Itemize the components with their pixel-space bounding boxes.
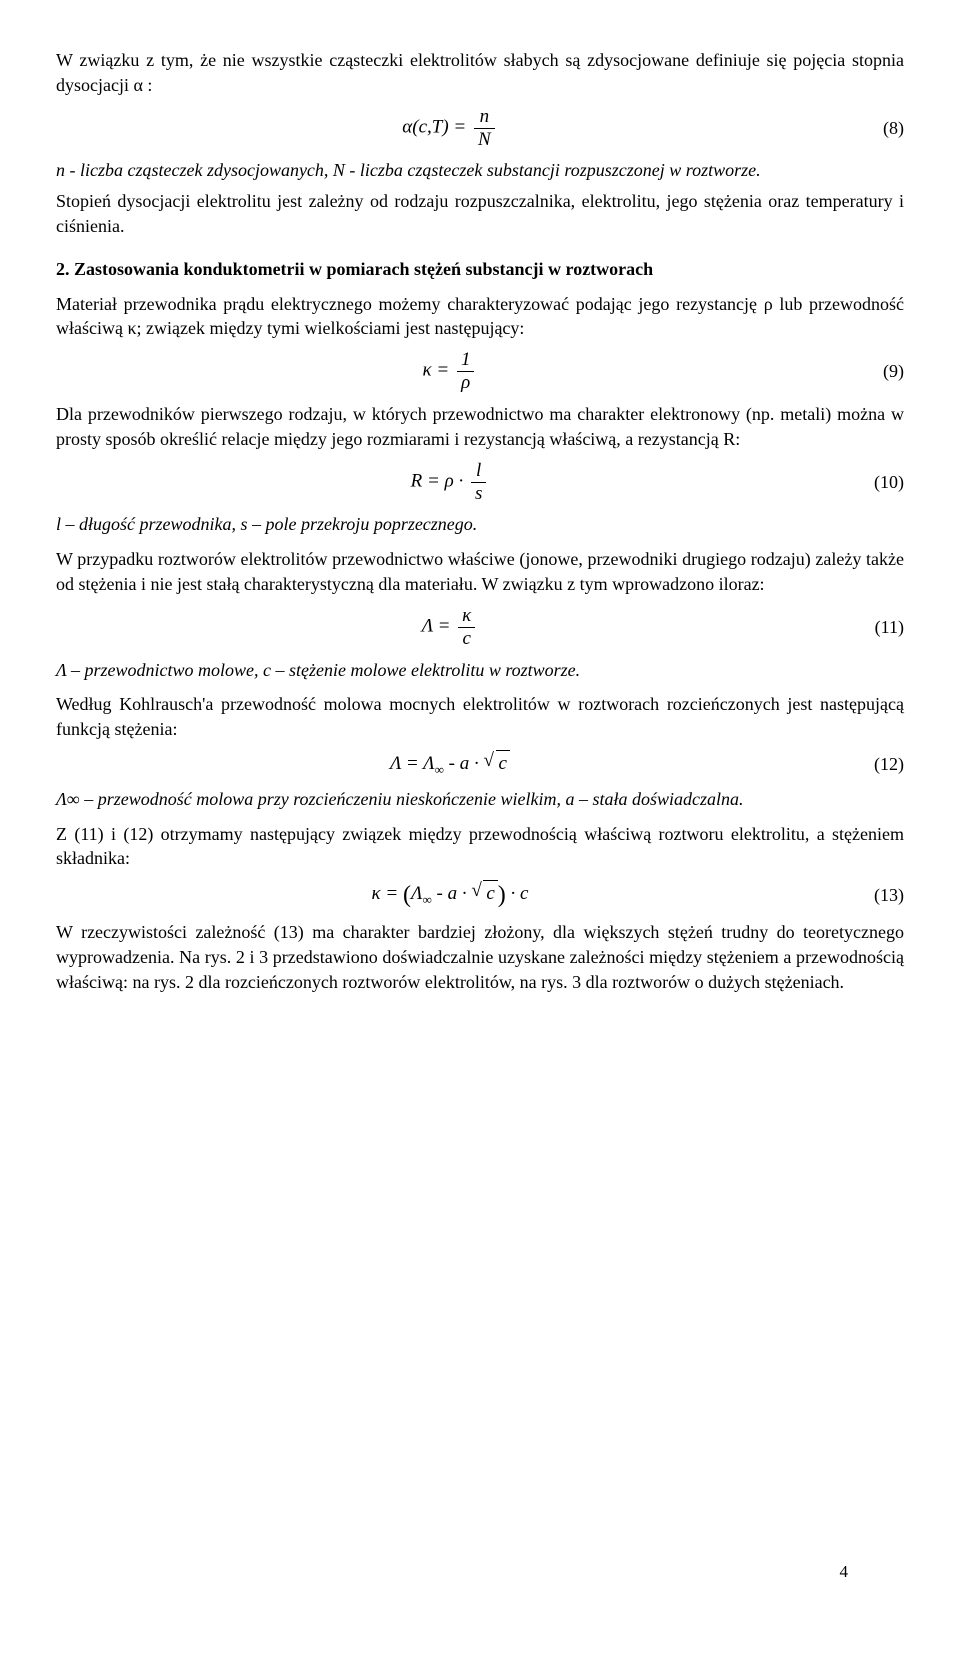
equation-11-row: Λ = κ c (11)	[56, 605, 904, 650]
equation-13-row: κ = (Λ∞ - a · c) · c (13)	[56, 879, 904, 912]
equation-10: R = ρ · l s	[56, 460, 844, 505]
eq12-post: - a ·	[444, 753, 484, 774]
eq12-sqrt-rad: c	[496, 750, 510, 777]
equation-11-number: (11)	[844, 615, 904, 640]
para-stopien: Stopień dysocjacji elektrolitu jest zale…	[56, 189, 904, 239]
eq13-paren-open: (	[403, 882, 411, 908]
equation-11: Λ = κ c	[56, 605, 844, 650]
equation-13: κ = (Λ∞ - a · c) · c	[56, 879, 844, 912]
eq9-lhs: κ =	[423, 360, 450, 381]
page-number: 4	[840, 1560, 849, 1583]
eq8-frac-den: N	[474, 129, 495, 151]
equation-9-row: κ = 1 ρ (9)	[56, 349, 904, 394]
eq13-sqrt-rad: c	[483, 880, 497, 907]
para-z11: Z (11) i (12) otrzymamy następujący zwią…	[56, 822, 904, 872]
para-wrz: W rzeczywistości zależność (13) ma chara…	[56, 920, 904, 994]
para-wprzyp: W przypadku roztworów elektrolitów przew…	[56, 547, 904, 597]
eq10-lhs: R = ρ ·	[411, 470, 464, 491]
def-eq12: Λ∞ – przewodność molowa przy rozcieńczen…	[56, 787, 904, 812]
eq12-pre: Λ = Λ	[390, 753, 435, 774]
eq9-frac: 1 ρ	[457, 349, 475, 394]
equation-12: Λ = Λ∞ - a · c	[56, 750, 844, 779]
eq12-inf: ∞	[435, 762, 444, 777]
def-eq8: n - liczba cząsteczek zdysocjowanych, N …	[56, 158, 904, 183]
equation-12-number: (12)	[844, 752, 904, 777]
eq10-frac: l s	[471, 460, 486, 505]
eq13-inf: ∞	[422, 892, 431, 907]
para-mat: Materiał przewodnika prądu elektrycznego…	[56, 292, 904, 342]
equation-13-number: (13)	[844, 883, 904, 908]
equation-10-row: R = ρ · l s (10)	[56, 460, 904, 505]
eq10-frac-num: l	[471, 460, 486, 483]
eq8-frac-num: n	[474, 106, 495, 129]
equation-12-row: Λ = Λ∞ - a · c (12)	[56, 750, 904, 779]
para-dla: Dla przewodników pierwszego rodzaju, w k…	[56, 402, 904, 452]
eq8-lhs: α(c,T) =	[402, 116, 466, 137]
eq12-sqrt: c	[484, 750, 510, 777]
eq11-frac: κ c	[458, 605, 475, 650]
section-2-heading: 2. Zastosowania konduktometrii w pomiara…	[56, 257, 904, 282]
eq11-lhs: Λ =	[422, 616, 451, 637]
def-eq11: Λ – przewodnictwo molowe, c – stężenie m…	[56, 658, 904, 683]
eq11-frac-den: c	[458, 628, 475, 650]
eq9-frac-den: ρ	[457, 372, 475, 394]
eq8-frac: n N	[474, 106, 495, 151]
para-kohl: Według Kohlrausch'a przewodność molowa m…	[56, 692, 904, 742]
equation-9: κ = 1 ρ	[56, 349, 844, 394]
eq10-frac-den: s	[471, 483, 486, 505]
eq9-frac-num: 1	[457, 349, 475, 372]
eq11-frac-num: κ	[458, 605, 475, 628]
eq13-paren-close: )	[498, 882, 506, 908]
equation-9-number: (9)	[844, 359, 904, 384]
eq13-pre: κ =	[372, 883, 403, 904]
eq13-lambda: Λ	[411, 883, 422, 904]
equation-10-number: (10)	[844, 470, 904, 495]
eq13-mid: - a ·	[432, 883, 472, 904]
eq13-sqrt: c	[471, 880, 497, 907]
equation-8: α(c,T) = n N	[56, 106, 844, 151]
para-intro: W związku z tym, że nie wszystkie cząste…	[56, 48, 904, 98]
equation-8-number: (8)	[844, 116, 904, 141]
def-eq10: l – długość przewodnika, s – pole przekr…	[56, 512, 904, 537]
eq13-tail: · c	[506, 883, 529, 904]
equation-8-row: α(c,T) = n N (8)	[56, 106, 904, 151]
